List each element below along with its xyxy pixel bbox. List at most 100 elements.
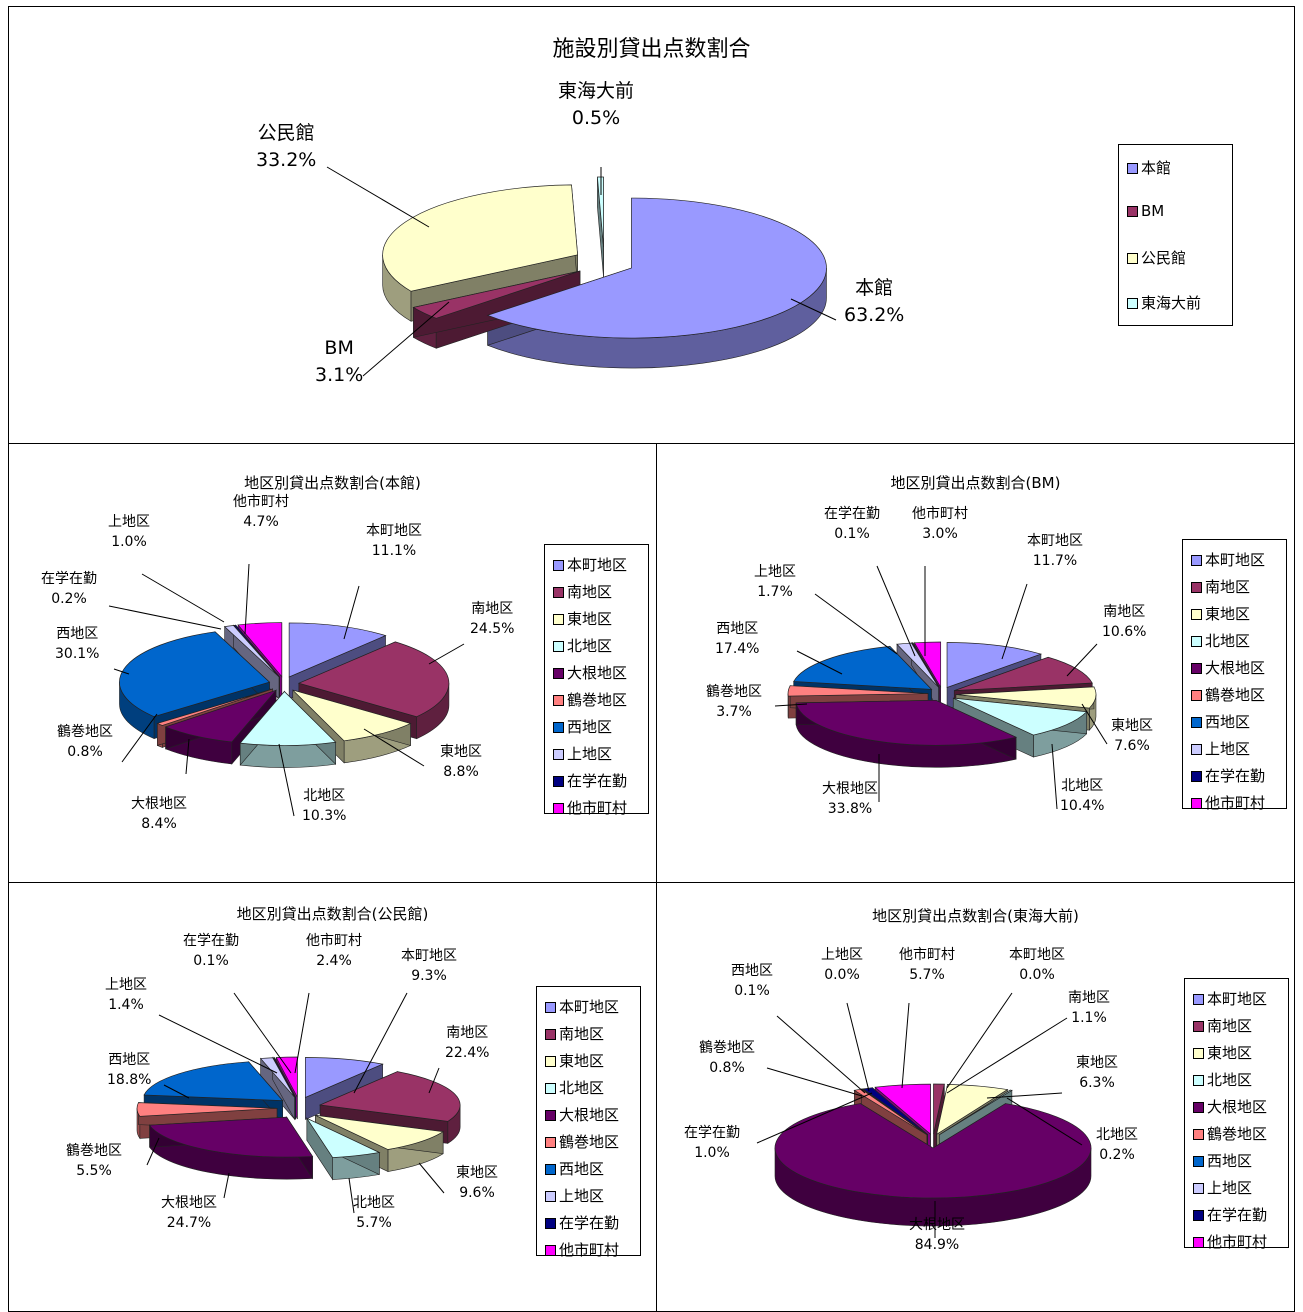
leader-line-南地区	[1067, 644, 1097, 676]
legend-label: BM	[1141, 202, 1164, 220]
legend-swatch	[1191, 690, 1202, 701]
legend-item-本町地区: 本町地区	[1191, 549, 1265, 570]
leader-line-南地区	[947, 1018, 1067, 1093]
legend-label: 上地区	[567, 745, 612, 763]
data-label-category: 上地区	[821, 945, 863, 965]
legend-swatch	[545, 1245, 556, 1256]
data-label-percent: 1.0%	[108, 532, 150, 552]
data-label-percent: 18.8%	[107, 1070, 151, 1090]
legend-item-大根地区: 大根地区	[545, 1104, 619, 1125]
legend-item-東地区: 東地区	[553, 608, 612, 629]
data-label-category: 鶴巻地区	[699, 1038, 755, 1058]
leader-line-南地区	[429, 644, 464, 664]
legend-item-上地区: 上地区	[545, 1185, 604, 1206]
chart-title: 施設別貸出点数割合	[9, 31, 1294, 63]
data-label-category: 東地区	[1076, 1053, 1118, 1073]
legend-item-大根地区: 大根地区	[1193, 1096, 1267, 1117]
data-label-percent: 84.9%	[909, 1235, 965, 1255]
legend: 本町地区南地区東地区北地区大根地区鶴巻地区西地区上地区在学在勤他市町村	[544, 544, 649, 814]
legend-label: 南地区	[567, 583, 612, 601]
data-label-category: 本町地区	[401, 946, 457, 966]
legend-item-東地区: 東地区	[545, 1050, 604, 1071]
data-label-percent: 6.3%	[1076, 1073, 1118, 1093]
data-label-percent: 4.7%	[233, 512, 289, 532]
data-label-category: 在学在勤	[183, 931, 239, 951]
leader-line-上地区	[815, 594, 897, 654]
legend-label: 他市町村	[1205, 794, 1265, 812]
legend-label: 西地区	[567, 718, 612, 736]
data-label-category: 南地区	[1102, 602, 1146, 622]
legend-swatch	[1193, 1237, 1204, 1248]
legend-swatch	[1193, 1183, 1204, 1194]
legend-label: 東地区	[559, 1052, 604, 1070]
legend-swatch	[553, 803, 564, 814]
data-label-percent: 0.2%	[1096, 1145, 1138, 1165]
legend: 本町地区南地区東地区北地区大根地区鶴巻地区西地区上地区在学在勤他市町村	[536, 986, 641, 1256]
legend-label: 大根地区	[1207, 1098, 1267, 1116]
data-label-percent: 8.4%	[131, 814, 187, 834]
legend-item-他市町村: 他市町村	[1193, 1231, 1267, 1252]
legend-label: 鶴巻地区	[559, 1133, 619, 1151]
data-label-category: 鶴巻地区	[706, 682, 762, 702]
legend-swatch	[1193, 994, 1204, 1005]
data-label-percent: 30.1%	[55, 644, 99, 664]
legend-label: 北地区	[1205, 632, 1250, 650]
data-label-percent: 33.2%	[256, 147, 316, 175]
legend-label: 鶴巻地区	[1205, 686, 1265, 704]
data-label-percent: 5.5%	[66, 1161, 122, 1181]
legend-label: 本館	[1141, 159, 1171, 177]
data-label-percent: 11.7%	[1027, 551, 1083, 571]
pie-plot	[9, 7, 1294, 443]
legend-swatch	[545, 1164, 556, 1175]
legend-label: 在学在勤	[1207, 1206, 1267, 1224]
data-label-category: 東地区	[1111, 716, 1153, 736]
data-label-category: 大根地区	[909, 1215, 965, 1235]
data-label-category: 北地区	[302, 786, 346, 806]
leader-line-上地区	[847, 1003, 869, 1091]
legend-item-南地区: 南地区	[1191, 576, 1250, 597]
data-label-category: 北地区	[353, 1193, 395, 1213]
data-label-percent: 0.0%	[821, 965, 863, 985]
legend-item-南地区: 南地区	[1193, 1015, 1252, 1036]
chart-title: 地区別貸出点数割合(公民館)	[9, 903, 656, 924]
data-label-percent: 0.8%	[699, 1058, 755, 1078]
legend-swatch	[545, 1137, 556, 1148]
chart-title: 地区別貸出点数割合(本館)	[9, 472, 656, 493]
pie-tops	[788, 642, 1096, 745]
data-label-percent: 33.8%	[822, 799, 878, 819]
legend-label: 大根地区	[1205, 659, 1265, 677]
legend: 本町地区南地区東地区北地区大根地区鶴巻地区西地区上地区在学在勤他市町村	[1182, 539, 1287, 809]
data-label-percent: 5.7%	[353, 1213, 395, 1233]
data-label-category: 上地区	[105, 975, 147, 995]
legend-swatch	[1193, 1210, 1204, 1221]
legend-swatch	[1193, 1156, 1204, 1167]
legend-item-他市町村: 他市町村	[553, 797, 627, 818]
legend-label: 在学在勤	[1205, 767, 1265, 785]
legend-label: 在学在勤	[567, 772, 627, 790]
legend-swatch	[553, 722, 564, 733]
legend-swatch	[545, 1191, 556, 1202]
data-label-percent: 10.4%	[1060, 796, 1104, 816]
data-label-category: 東地区	[456, 1163, 498, 1183]
leader-line-大根地区	[224, 1173, 229, 1198]
legend-swatch	[1191, 771, 1202, 782]
